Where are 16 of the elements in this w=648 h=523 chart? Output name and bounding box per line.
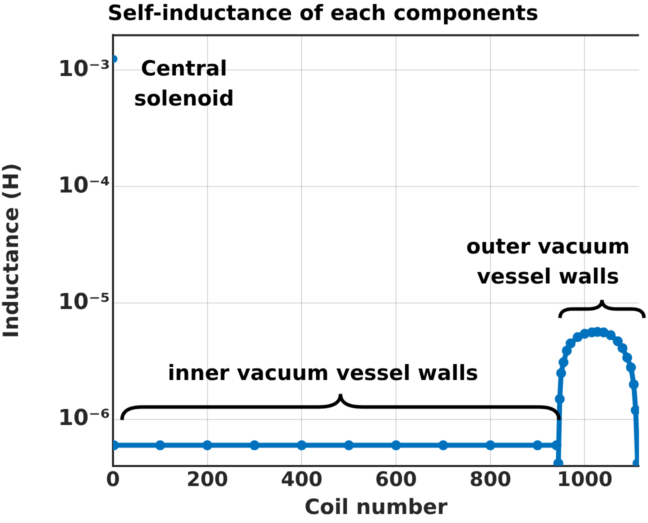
x-tick-label: 200 (186, 467, 228, 492)
y-tick-label: 10⁻³ (58, 56, 110, 82)
y-tick-label: 10⁻⁴ (58, 173, 110, 198)
x-axis-title: Coil number (304, 494, 448, 519)
x-tick-label: 600 (375, 467, 417, 492)
x-tick-label: 400 (280, 467, 323, 492)
y-tick-label: 10⁻⁵ (58, 290, 110, 315)
annotation: Central solenoid (133, 56, 235, 113)
x-tick-label: 0 (106, 467, 120, 492)
x-tick-label: 1000 (556, 467, 613, 492)
x-tick-label: 800 (470, 467, 512, 492)
y-tick-label: 10⁻⁶ (58, 406, 110, 432)
annotation: outer vacuum vessel walls (465, 234, 631, 291)
annotation: inner vacuum vessel walls (166, 360, 480, 387)
y-axis-title: Inductance (H) (0, 162, 24, 338)
chart-title: Self-inductance of each components (108, 1, 538, 26)
